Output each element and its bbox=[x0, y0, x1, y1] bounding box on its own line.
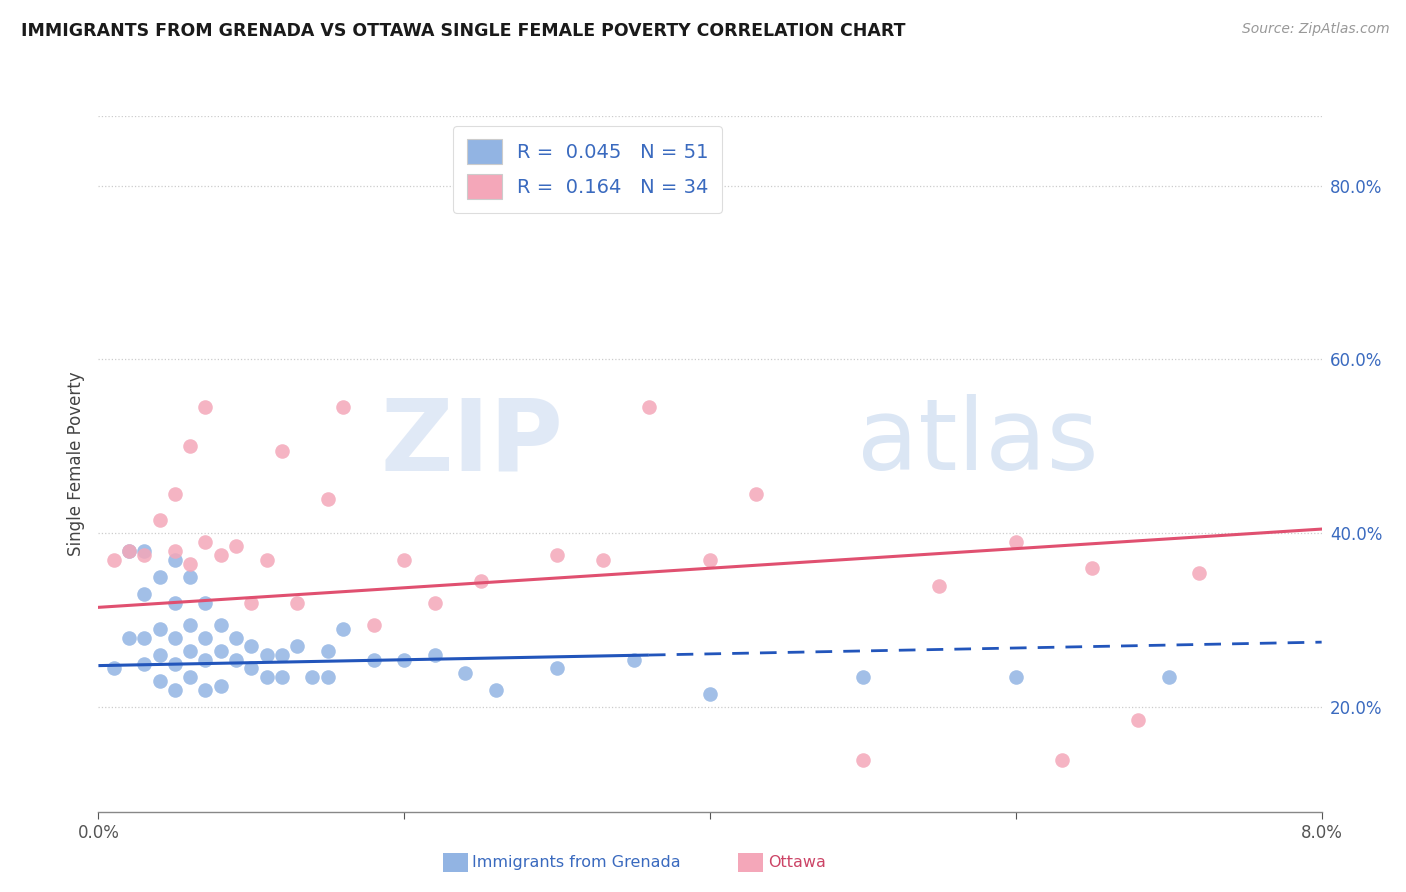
Point bbox=[363, 617, 385, 632]
Point bbox=[209, 679, 232, 693]
Point bbox=[301, 670, 323, 684]
Point bbox=[270, 670, 294, 684]
Point bbox=[1004, 670, 1026, 684]
Point bbox=[209, 548, 232, 562]
Point bbox=[194, 401, 217, 415]
Point bbox=[316, 491, 339, 506]
Text: Immigrants from Grenada: Immigrants from Grenada bbox=[472, 855, 681, 870]
Point bbox=[1050, 752, 1073, 766]
Point bbox=[118, 543, 141, 558]
Point bbox=[1081, 561, 1104, 575]
Point bbox=[699, 552, 721, 566]
Point bbox=[134, 543, 156, 558]
Point bbox=[699, 687, 721, 701]
Point bbox=[134, 657, 156, 671]
Point bbox=[256, 648, 278, 662]
Point bbox=[149, 570, 172, 584]
Point bbox=[118, 543, 141, 558]
Point bbox=[285, 596, 308, 610]
Point bbox=[316, 670, 339, 684]
Point bbox=[470, 574, 492, 589]
Point bbox=[134, 587, 156, 601]
Point bbox=[179, 670, 201, 684]
Point bbox=[149, 674, 172, 689]
Point bbox=[256, 670, 278, 684]
Point bbox=[1188, 566, 1211, 580]
Text: IMMIGRANTS FROM GRENADA VS OTTAWA SINGLE FEMALE POVERTY CORRELATION CHART: IMMIGRANTS FROM GRENADA VS OTTAWA SINGLE… bbox=[21, 22, 905, 40]
Point bbox=[1128, 714, 1150, 728]
Text: ZIP: ZIP bbox=[381, 394, 564, 491]
Point bbox=[209, 644, 232, 658]
Point bbox=[163, 683, 186, 698]
Point bbox=[363, 652, 385, 666]
Point bbox=[209, 617, 232, 632]
Point bbox=[240, 596, 263, 610]
Point bbox=[194, 683, 217, 698]
Point bbox=[423, 596, 446, 610]
Point bbox=[103, 552, 125, 566]
Point bbox=[392, 552, 416, 566]
Point bbox=[103, 661, 125, 675]
Point bbox=[194, 652, 217, 666]
Point bbox=[179, 557, 201, 571]
Point bbox=[194, 631, 217, 645]
Point bbox=[194, 596, 217, 610]
Point bbox=[225, 540, 247, 554]
Text: atlas: atlas bbox=[856, 394, 1098, 491]
Point bbox=[454, 665, 477, 680]
Point bbox=[270, 648, 294, 662]
Y-axis label: Single Female Poverty: Single Female Poverty bbox=[66, 372, 84, 556]
Point bbox=[256, 552, 278, 566]
Point bbox=[179, 570, 201, 584]
Point bbox=[163, 552, 186, 566]
Point bbox=[332, 622, 354, 636]
Point bbox=[225, 652, 247, 666]
Point bbox=[745, 487, 768, 501]
Text: Ottawa: Ottawa bbox=[768, 855, 825, 870]
Point bbox=[1004, 535, 1026, 549]
Point bbox=[546, 661, 568, 675]
Point bbox=[163, 487, 186, 501]
Point bbox=[225, 631, 247, 645]
Point bbox=[637, 401, 661, 415]
Point bbox=[316, 644, 339, 658]
Point bbox=[423, 648, 446, 662]
Point bbox=[623, 652, 645, 666]
Point bbox=[852, 752, 875, 766]
Point bbox=[179, 617, 201, 632]
Point bbox=[546, 548, 568, 562]
Point bbox=[194, 535, 217, 549]
Point bbox=[179, 440, 201, 453]
Point bbox=[163, 657, 186, 671]
Point bbox=[179, 644, 201, 658]
Point bbox=[332, 401, 354, 415]
Point bbox=[240, 661, 263, 675]
Point bbox=[134, 631, 156, 645]
Point bbox=[392, 652, 416, 666]
Point bbox=[592, 552, 614, 566]
Point bbox=[852, 670, 875, 684]
Point bbox=[149, 648, 172, 662]
Point bbox=[149, 622, 172, 636]
Point bbox=[285, 640, 308, 654]
Point bbox=[149, 513, 172, 527]
Point bbox=[485, 683, 508, 698]
Point bbox=[134, 548, 156, 562]
Point bbox=[1157, 670, 1180, 684]
Point bbox=[928, 578, 950, 592]
Point bbox=[240, 640, 263, 654]
Point bbox=[163, 543, 186, 558]
Legend: R =  0.045   N = 51, R =  0.164   N = 34: R = 0.045 N = 51, R = 0.164 N = 34 bbox=[453, 126, 723, 212]
Point bbox=[163, 631, 186, 645]
Point bbox=[163, 596, 186, 610]
Point bbox=[270, 443, 294, 458]
Point bbox=[118, 631, 141, 645]
Text: Source: ZipAtlas.com: Source: ZipAtlas.com bbox=[1241, 22, 1389, 37]
